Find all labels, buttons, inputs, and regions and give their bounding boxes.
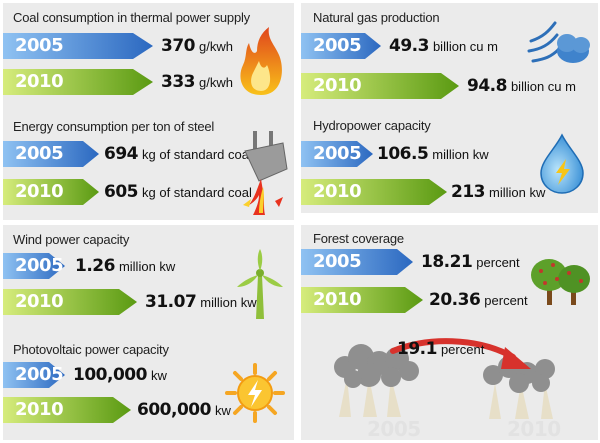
emission-clouds-2005-icon bbox=[334, 344, 419, 417]
year-label: 2010 bbox=[15, 181, 64, 202]
pv-title: Photovoltaic power capacity bbox=[13, 342, 169, 357]
coal-2010-banner: 2010 bbox=[3, 69, 153, 95]
steel-title: Energy consumption per ton of steel bbox=[13, 119, 215, 134]
wind-2005-value: 1.26 million kw bbox=[75, 256, 176, 276]
year-label: 2005 bbox=[313, 35, 362, 56]
energy-panel-left: Coal consumption in thermal power supply… bbox=[3, 3, 294, 220]
gas-2010-value: 94.8 billion cu m bbox=[467, 76, 576, 96]
wind-2010-banner: 2010 bbox=[3, 289, 137, 315]
pv-2010-banner: 2010 bbox=[3, 397, 131, 423]
coal-2005-value: 370 g/kwh bbox=[161, 36, 233, 56]
energy-panel-right: Natural gas production 2005 49.3 billion … bbox=[301, 3, 598, 213]
year-label: 2005 bbox=[15, 35, 64, 56]
wind-2005-banner: 2005 bbox=[3, 253, 65, 279]
steel-2010-value: 605 kg of standard coal bbox=[104, 182, 252, 202]
year-label: 2005 bbox=[15, 255, 64, 276]
wind-turbine-icon bbox=[237, 249, 283, 319]
pv-2005-banner: 2005 bbox=[3, 362, 65, 388]
hydro-2005-value: 106.5 million kw bbox=[377, 144, 489, 164]
energy-panel-right-bottom: Forest coverage 2005 18.21 percent 2010 2… bbox=[301, 225, 598, 441]
steel-2005-banner: 2005 bbox=[3, 141, 99, 167]
forest-change-value: 19.1 percent bbox=[397, 339, 485, 359]
year-label: 2010 bbox=[313, 75, 362, 96]
steel-2010-banner: 2010 bbox=[3, 179, 99, 205]
year-label: 2010 bbox=[313, 289, 362, 310]
forest-2010-value: 20.36 percent bbox=[429, 290, 528, 310]
hydro-2010-banner: 2010 bbox=[301, 179, 447, 205]
decrease-arrow-icon bbox=[390, 338, 531, 369]
flame-icon bbox=[240, 27, 282, 95]
gas-cloud-icon bbox=[527, 21, 590, 63]
year-label: 2010 bbox=[15, 399, 64, 420]
gas-2010-banner: 2010 bbox=[301, 73, 459, 99]
pv-2005-value: 100,000 kw bbox=[73, 365, 167, 385]
coal-2005-banner: 2005 bbox=[3, 33, 153, 59]
wind-2010-value: 31.07 million kw bbox=[145, 292, 257, 312]
gas-2005-banner: 2005 bbox=[301, 33, 381, 59]
year-label: 2005 bbox=[313, 143, 362, 164]
trees-icon bbox=[531, 259, 590, 305]
year-label: 2005 bbox=[15, 364, 64, 385]
coal-title: Coal consumption in thermal power supply bbox=[13, 10, 250, 25]
year-label: 2010 bbox=[15, 291, 64, 312]
steel-2005-value: 694 kg of standard coal bbox=[104, 144, 252, 164]
forest-title: Forest coverage bbox=[313, 231, 404, 246]
year-label: 2010 bbox=[15, 71, 64, 92]
water-drop-lightning-icon bbox=[540, 133, 584, 194]
compare-year-to: 2010 bbox=[507, 417, 561, 441]
hydro-2010-value: 213 million kw bbox=[451, 182, 546, 202]
gas-title: Natural gas production bbox=[313, 10, 440, 25]
pv-2010-value: 600,000 kw bbox=[137, 400, 231, 420]
forest-2005-banner: 2005 bbox=[301, 249, 413, 275]
sun-lightning-icon bbox=[225, 363, 285, 423]
energy-panel-left-bottom: Wind power capacity 2005 1.26 million kw … bbox=[3, 225, 294, 440]
year-label: 2005 bbox=[313, 251, 362, 272]
forest-2005-value: 18.21 percent bbox=[421, 252, 520, 272]
coal-2010-value: 333 g/kwh bbox=[161, 72, 233, 92]
molten-steel-ladle-icon bbox=[243, 131, 288, 215]
forest-2010-banner: 2010 bbox=[301, 287, 423, 313]
year-label: 2005 bbox=[15, 143, 64, 164]
year-label: 2010 bbox=[313, 181, 362, 202]
hydro-2005-banner: 2005 bbox=[301, 141, 373, 167]
compare-year-from: 2005 bbox=[367, 417, 421, 441]
wind-title: Wind power capacity bbox=[13, 232, 130, 247]
hydro-title: Hydropower capacity bbox=[313, 118, 431, 133]
gas-2005-value: 49.3 billion cu m bbox=[389, 36, 498, 56]
